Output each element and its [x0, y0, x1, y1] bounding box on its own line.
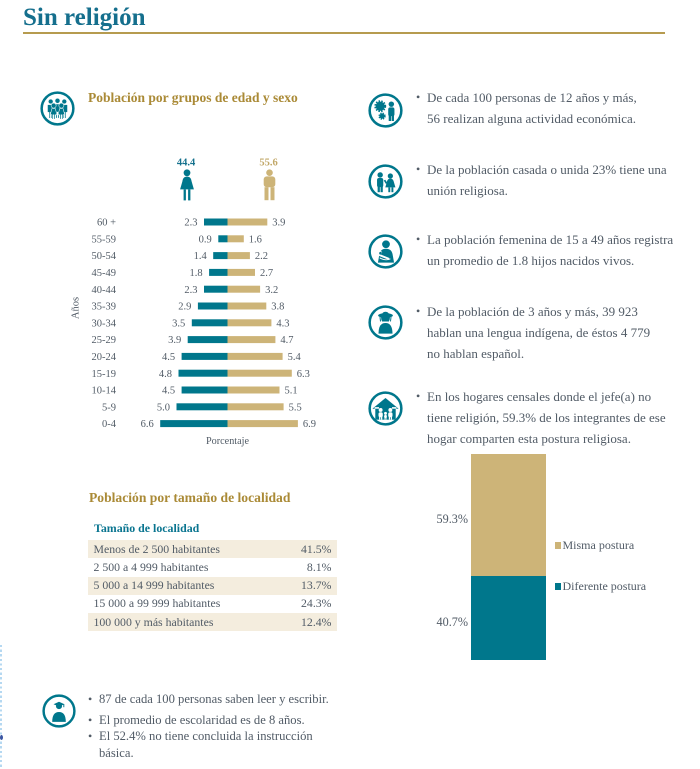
svg-text:4.5: 4.5	[162, 352, 175, 363]
svg-text:2.9: 2.9	[178, 302, 191, 313]
svg-text:5.5: 5.5	[289, 402, 302, 413]
svg-text:Años: Años	[71, 297, 82, 319]
svg-text:30-34: 30-34	[92, 318, 117, 329]
svg-text:0.9: 0.9	[199, 234, 212, 245]
svg-text:35-39: 35-39	[92, 302, 117, 313]
svg-text:2.3: 2.3	[184, 218, 197, 229]
svg-text:5.4: 5.4	[288, 352, 302, 363]
svg-text:10-14: 10-14	[92, 386, 117, 397]
svg-text:4.7: 4.7	[280, 335, 293, 346]
svg-text:2.3: 2.3	[184, 285, 197, 296]
svg-text:1.6: 1.6	[249, 234, 262, 245]
svg-text:40-44: 40-44	[92, 285, 117, 296]
svg-text:1.8: 1.8	[189, 268, 202, 279]
svg-text:3.8: 3.8	[271, 302, 284, 313]
svg-text:5-9: 5-9	[102, 402, 116, 413]
svg-text:1.4: 1.4	[194, 251, 208, 262]
svg-text:3.9: 3.9	[168, 335, 181, 346]
svg-text:45-49: 45-49	[92, 268, 117, 279]
svg-text:2.2: 2.2	[255, 251, 268, 262]
svg-text:6.3: 6.3	[297, 369, 310, 380]
svg-text:60 +: 60 +	[97, 218, 116, 229]
svg-text:44.4: 44.4	[177, 157, 196, 168]
svg-text:3.5: 3.5	[172, 318, 185, 329]
svg-text:5.1: 5.1	[285, 386, 298, 397]
svg-text:50-54: 50-54	[92, 251, 117, 262]
svg-text:6.6: 6.6	[141, 419, 154, 430]
svg-text:4.3: 4.3	[276, 318, 289, 329]
svg-text:55.6: 55.6	[259, 157, 277, 168]
svg-text:25-29: 25-29	[92, 335, 117, 346]
svg-text:20-24: 20-24	[92, 352, 117, 363]
svg-text:55-59: 55-59	[92, 234, 117, 245]
svg-text:3.2: 3.2	[265, 285, 278, 296]
svg-text:4.5: 4.5	[162, 386, 175, 397]
svg-text:5.0: 5.0	[157, 402, 170, 413]
svg-text:3.9: 3.9	[272, 218, 285, 229]
svg-text:4.8: 4.8	[159, 369, 172, 380]
svg-text:2.7: 2.7	[260, 268, 273, 279]
svg-text:15-19: 15-19	[92, 369, 117, 380]
svg-text:6.9: 6.9	[303, 419, 316, 430]
svg-text:0-4: 0-4	[102, 419, 117, 430]
svg-text:Porcentaje: Porcentaje	[206, 436, 249, 447]
